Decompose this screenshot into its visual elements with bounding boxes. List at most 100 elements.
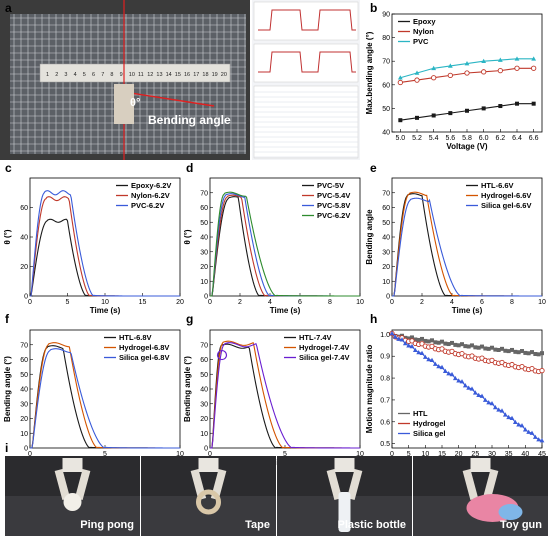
y-axis-label: Max.bending angle (°) xyxy=(365,31,374,114)
y-tick-label: 30 xyxy=(200,401,208,408)
ruler-number: 10 xyxy=(129,72,135,78)
legend-entry: HTL-7.4V xyxy=(299,333,332,342)
y-tick-label: 30 xyxy=(200,249,208,256)
y-tick-label: 30 xyxy=(20,401,28,408)
panel-a-inset-table-rows xyxy=(254,91,358,158)
data-point xyxy=(514,65,520,71)
x-tick-label: 10 xyxy=(356,451,364,458)
data-point xyxy=(460,342,464,347)
data-point xyxy=(447,72,453,79)
data-point xyxy=(496,347,501,352)
data-point xyxy=(436,340,441,345)
data-point xyxy=(532,434,538,439)
x-tick-label: 8 xyxy=(510,299,514,306)
gripper-finger xyxy=(54,468,71,501)
panel-i-photo-1: Ping pong xyxy=(5,456,140,536)
ruler-number: 7 xyxy=(101,72,104,78)
panel-a: 1 2 3 4 5 6 7 8 9 10 11 12 13 14 15 16 17 18 19 20 θ° Bendi… xyxy=(0,0,360,160)
data-point xyxy=(516,422,522,427)
x-axis-label: Time (s) xyxy=(270,306,301,315)
x-tick-label: 5.8 xyxy=(462,135,472,142)
data-point xyxy=(397,79,403,86)
y-tick-label: 0.7 xyxy=(380,397,390,404)
y-tick-label: 20 xyxy=(382,264,390,271)
chart-h-frame xyxy=(391,329,543,449)
series-line-silica-gel-6-6v xyxy=(392,197,543,297)
data-point xyxy=(463,344,468,349)
data-point xyxy=(516,350,521,355)
x-tick-label: 4 xyxy=(450,299,454,306)
data-point xyxy=(500,346,504,351)
ruler-number: 20 xyxy=(221,72,227,78)
panel-a-ruler xyxy=(39,63,231,83)
y-tick-label: 60 xyxy=(382,205,390,212)
y-tick-label: 80 xyxy=(382,35,390,42)
x-tick-label: 35 xyxy=(505,451,513,458)
ruler-number: 6 xyxy=(92,72,95,78)
photo-caption: Toy gun xyxy=(500,519,542,531)
x-tick-label: 25 xyxy=(471,451,479,458)
data-point xyxy=(432,361,438,366)
y-tick-label: 0 xyxy=(204,294,208,301)
data-point xyxy=(397,75,403,80)
x-tick-label: 0 xyxy=(390,451,394,458)
data-point xyxy=(510,347,514,352)
data-point xyxy=(509,415,515,421)
x-tick-label: 40 xyxy=(521,451,529,458)
series-line-nylon-6-2v xyxy=(30,196,180,297)
x-tick-label: 10 xyxy=(176,451,184,458)
data-point xyxy=(513,349,518,354)
legend-entry: PVC-6.2V xyxy=(131,201,164,210)
chart-c: 0 5 10 15 20 0 20 40 60 Time (s) θ (°) Epoxy-6.2VNy… xyxy=(3,177,184,315)
data-point xyxy=(431,113,436,118)
y-axis-label: Bending angle (°) xyxy=(3,356,12,422)
panel-label-g: g xyxy=(186,312,193,326)
panel-label-c: c xyxy=(5,161,12,175)
data-point xyxy=(493,347,498,352)
data-point xyxy=(502,412,508,417)
data-point xyxy=(476,392,482,398)
data-point xyxy=(497,67,503,74)
ruler-number: 9 xyxy=(120,72,123,78)
panel-label-a: a xyxy=(5,1,12,15)
x-tick-label: 20 xyxy=(176,299,184,306)
data-point xyxy=(492,404,498,410)
data-point xyxy=(523,350,528,355)
y-tick-label: 0 xyxy=(204,446,208,453)
data-point xyxy=(522,427,528,432)
ruler-number: 5 xyxy=(83,72,86,78)
data-point xyxy=(481,106,486,111)
series-line-silica-gel-6-8v xyxy=(30,348,181,449)
legend-entry: Epoxy xyxy=(413,17,436,26)
y-tick-label: 20 xyxy=(200,264,208,271)
y-axis-label: Motion magnitude ratio xyxy=(365,345,374,434)
panel-letters: a b c d e f g h i xyxy=(5,1,377,455)
data-point xyxy=(392,334,398,339)
legend-entry: Silica gel-6.6V xyxy=(481,201,531,210)
x-tick-label: 45 xyxy=(538,451,546,458)
data-point xyxy=(436,363,442,369)
x-tick-label: 10 xyxy=(538,299,546,306)
gripper-finger xyxy=(482,468,499,501)
data-point xyxy=(506,349,511,354)
ruler-number: 14 xyxy=(166,72,172,78)
data-point xyxy=(469,386,475,391)
y-tick-label: 50 xyxy=(382,220,390,227)
chart-b: 5.0 5.2 5.4 5.6 5.8 6.0 6.2 6.4 6.6 40 50 60 70 80 90 V… xyxy=(365,12,543,151)
x-tick-label: 0 xyxy=(28,299,32,306)
y-tick-label: 10 xyxy=(200,431,208,438)
x-tick-label: 5.4 xyxy=(429,135,439,142)
chart-d: 0 2 4 6 8 10 0 10 20 30 40 50 60 70 Time (s) θ (°) PVC-5… xyxy=(183,177,364,315)
chart-e: 0 2 4 6 8 10 0 10 20 30 40 50 60 70 Time (s) Bending an… xyxy=(365,177,546,315)
data-point xyxy=(483,346,488,351)
x-tick-label: 0 xyxy=(28,451,32,458)
x-tick-label: 5 xyxy=(66,299,70,306)
data-point xyxy=(539,438,545,443)
data-point xyxy=(459,379,465,384)
data-point xyxy=(520,349,524,354)
legend-entry: HTL-6.6V xyxy=(481,181,514,190)
data-point xyxy=(446,342,451,347)
data-point xyxy=(536,437,542,442)
data-point xyxy=(396,336,402,341)
legend-entry: Silica gel xyxy=(413,429,446,438)
